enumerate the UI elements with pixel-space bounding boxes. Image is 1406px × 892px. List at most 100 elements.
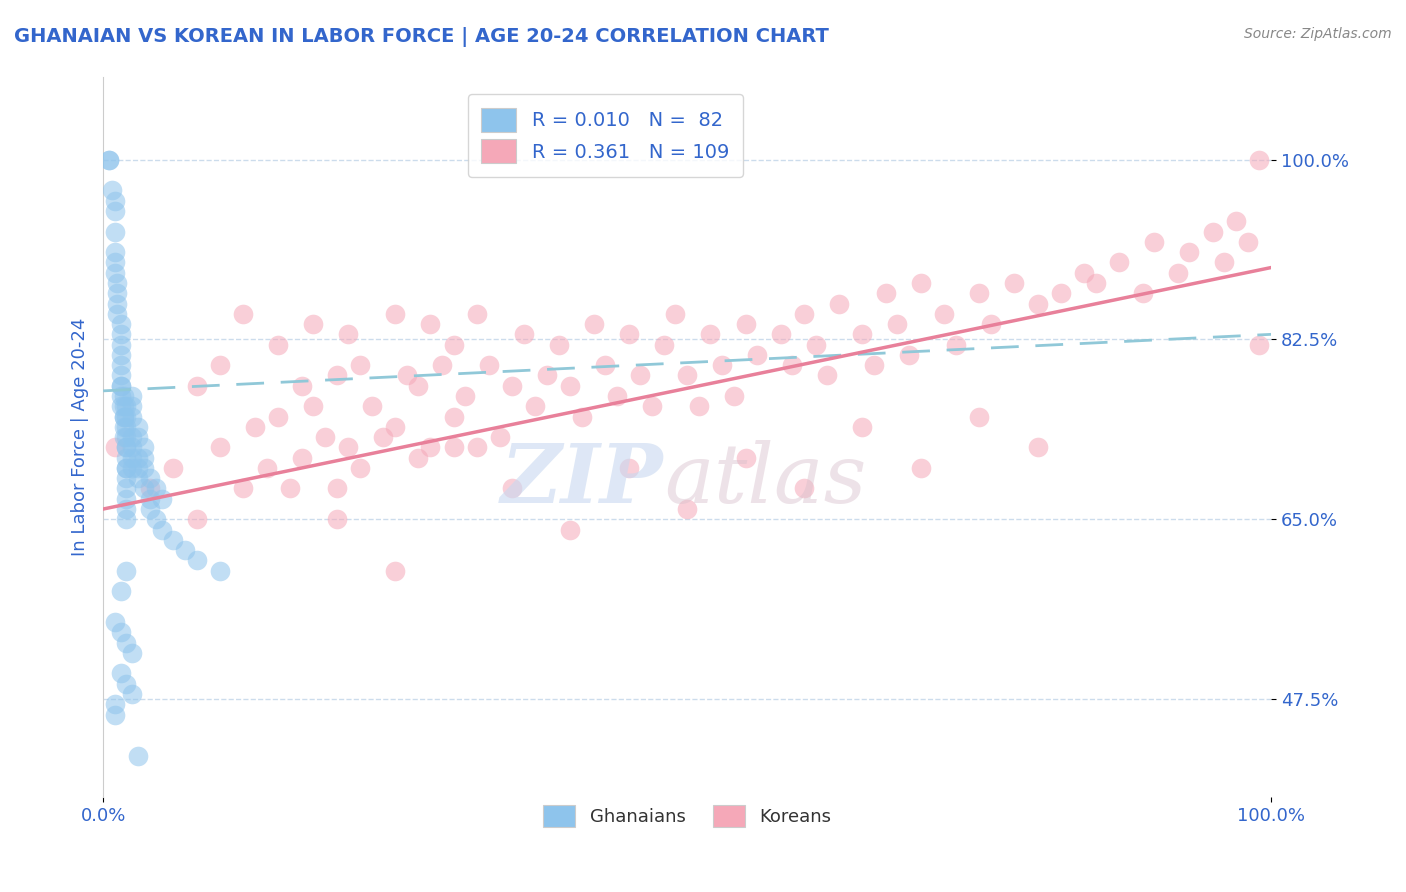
Point [110, 368, 132, 383]
Point [1002, 276, 1025, 290]
Point [360, 399, 382, 413]
Point [628, 368, 651, 383]
Point [121, 389, 143, 403]
Point [373, 430, 395, 444]
Point [780, 358, 803, 372]
Point [186, 553, 208, 567]
Point [115, 502, 138, 516]
Point [139, 482, 162, 496]
Point [115, 441, 138, 455]
Point [115, 450, 138, 465]
Point [815, 368, 838, 383]
Point [110, 358, 132, 372]
Point [127, 430, 149, 444]
Point [769, 327, 792, 342]
Point [747, 348, 769, 362]
Point [104, 707, 127, 722]
Point [967, 286, 990, 301]
Point [595, 358, 617, 372]
Point [664, 307, 686, 321]
Point [641, 399, 664, 413]
Point [734, 317, 756, 331]
Legend: Ghanaians, Koreans: Ghanaians, Koreans [536, 798, 839, 835]
Point [267, 409, 290, 424]
Point [443, 337, 465, 351]
Point [967, 409, 990, 424]
Point [104, 266, 127, 280]
Point [127, 461, 149, 475]
Point [208, 441, 231, 455]
Point [110, 327, 132, 342]
Point [278, 482, 301, 496]
Point [1050, 286, 1073, 301]
Point [793, 482, 815, 496]
Point [793, 307, 815, 321]
Point [162, 533, 184, 547]
Point [110, 389, 132, 403]
Point [208, 358, 231, 372]
Point [121, 399, 143, 413]
Point [676, 368, 699, 383]
Point [145, 512, 167, 526]
Point [349, 358, 371, 372]
Point [110, 584, 132, 599]
Point [115, 461, 138, 475]
Point [408, 450, 430, 465]
Point [1167, 266, 1189, 280]
Point [115, 512, 138, 526]
Point [419, 317, 441, 331]
Point [112, 430, 135, 444]
Point [606, 389, 628, 403]
Point [1236, 235, 1258, 249]
Point [132, 450, 155, 465]
Point [291, 450, 314, 465]
Point [384, 564, 406, 578]
Point [121, 430, 143, 444]
Point [501, 482, 523, 496]
Point [115, 441, 138, 455]
Point [617, 327, 640, 342]
Point [443, 409, 465, 424]
Point [1132, 286, 1154, 301]
Point [110, 378, 132, 392]
Text: Source: ZipAtlas.com: Source: ZipAtlas.com [1244, 27, 1392, 41]
Point [291, 378, 314, 392]
Point [676, 502, 699, 516]
Point [110, 317, 132, 331]
Point [734, 450, 756, 465]
Point [465, 307, 488, 321]
Y-axis label: In Labor Force | Age 20-24: In Labor Force | Age 20-24 [72, 318, 89, 557]
Point [139, 502, 162, 516]
Point [110, 378, 132, 392]
Point [186, 378, 208, 392]
Point [337, 327, 360, 342]
Point [851, 327, 873, 342]
Point [898, 348, 921, 362]
Point [489, 430, 512, 444]
Point [115, 491, 138, 506]
Point [711, 358, 734, 372]
Point [395, 368, 418, 383]
Point [112, 409, 135, 424]
Point [1249, 153, 1271, 167]
Point [267, 337, 290, 351]
Point [454, 389, 477, 403]
Point [132, 482, 155, 496]
Point [104, 441, 127, 455]
Point [1202, 225, 1225, 239]
Point [98, 153, 121, 167]
Point [325, 368, 347, 383]
Point [1073, 266, 1095, 280]
Point [337, 441, 360, 455]
Point [688, 399, 710, 413]
Point [886, 317, 908, 331]
Point [208, 564, 231, 578]
Point [349, 461, 371, 475]
Point [652, 337, 675, 351]
Point [121, 441, 143, 455]
Point [121, 461, 143, 475]
Point [127, 420, 149, 434]
Point [105, 286, 128, 301]
Point [101, 184, 124, 198]
Point [104, 225, 127, 239]
